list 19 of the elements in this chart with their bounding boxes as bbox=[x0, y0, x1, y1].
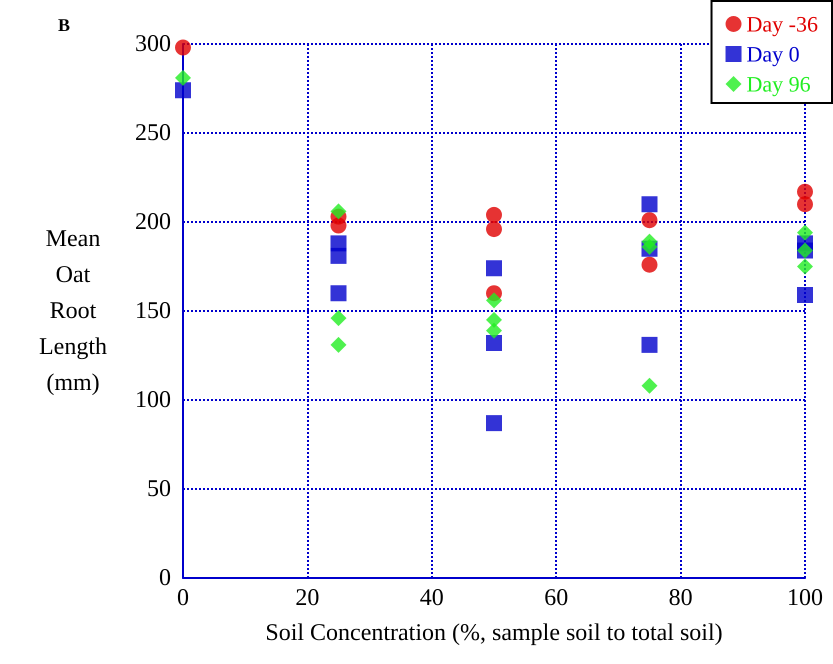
y-tick-label: 250 bbox=[135, 120, 171, 146]
x-tick-label: 60 bbox=[544, 585, 568, 611]
y-tick-label: 300 bbox=[135, 31, 171, 57]
legend-label: Day 0 bbox=[746, 42, 800, 66]
x-tick-label: 40 bbox=[420, 585, 444, 611]
x-axis-title: Soil Concentration (%, sample soil to total soil) bbox=[265, 620, 723, 646]
y-tick-label: 100 bbox=[135, 387, 171, 413]
text: B bbox=[58, 15, 70, 35]
x-tick-label: 0 bbox=[177, 585, 189, 611]
y-tick-label: 50 bbox=[147, 476, 171, 502]
y-tick-label: 150 bbox=[135, 298, 171, 324]
x-tick-label: 100 bbox=[787, 585, 823, 611]
legend-label: Day 96 bbox=[746, 72, 811, 96]
y-axis-title: Mean Oat Root Length (mm) bbox=[39, 226, 107, 396]
y-tick-label: 200 bbox=[135, 209, 171, 235]
x-tick-label: 80 bbox=[668, 585, 693, 611]
y-tick-label: 0 bbox=[159, 565, 171, 591]
x-tick-label: 20 bbox=[295, 585, 320, 611]
legend-label: Day -36 bbox=[746, 12, 818, 36]
